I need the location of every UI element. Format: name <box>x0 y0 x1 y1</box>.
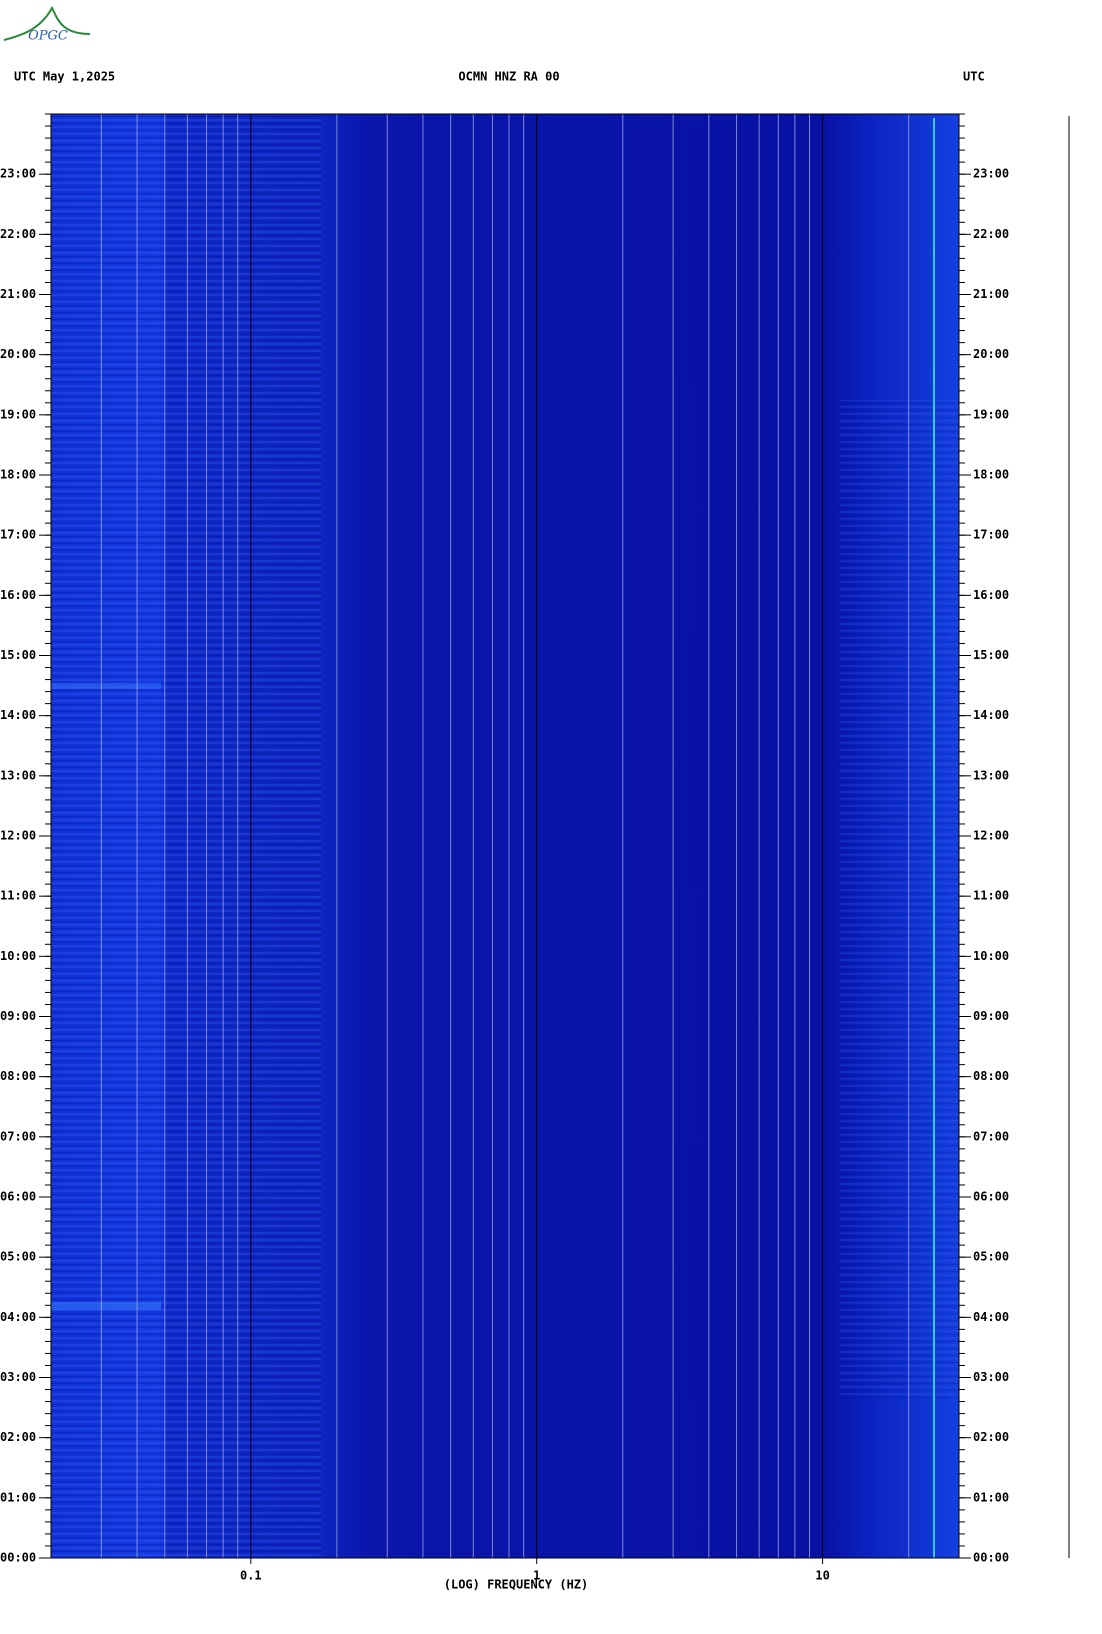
y-tick-label-right: 05:00 <box>973 1250 1009 1264</box>
y-tick-label: 14:00 <box>0 708 36 722</box>
y-tick-label-right: 21:00 <box>973 287 1009 301</box>
y-tick-label-right: 00:00 <box>973 1551 1009 1565</box>
y-tick-label-right: 10:00 <box>973 949 1009 963</box>
y-tick-label: 19:00 <box>0 407 36 421</box>
spectrogram-texture <box>51 114 321 1558</box>
y-tick-label: 15:00 <box>0 648 36 662</box>
y-tick-label-right: 13:00 <box>973 768 1009 782</box>
plot-frame <box>50 113 960 1559</box>
y-tick-label: 16:00 <box>0 588 36 602</box>
y-tick-label: 04:00 <box>0 1310 36 1324</box>
spectrogram-feature <box>51 1302 161 1310</box>
y-tick-label: 17:00 <box>0 528 36 542</box>
y-tick-label-right: 08:00 <box>973 1069 1009 1083</box>
logo: OPGC <box>3 5 91 44</box>
y-tick-label: 09:00 <box>0 1009 36 1023</box>
header-left: UTC May 1,2025 <box>14 70 115 84</box>
y-tick-label: 11:00 <box>0 889 36 903</box>
y-tick-label: 08:00 <box>0 1069 36 1083</box>
y-tick-label-right: 12:00 <box>973 829 1009 843</box>
y-tick-label: 06:00 <box>0 1190 36 1204</box>
y-tick-label-right: 17:00 <box>973 528 1009 542</box>
y-tick-label-right: 02:00 <box>973 1430 1009 1444</box>
y-tick-label-right: 04:00 <box>973 1310 1009 1324</box>
y-tick-label: 10:00 <box>0 949 36 963</box>
y-tick-label: 23:00 <box>0 167 36 181</box>
y-tick-label-right: 23:00 <box>973 167 1009 181</box>
y-tick-label: 12:00 <box>0 829 36 843</box>
y-tick-label-right: 06:00 <box>973 1190 1009 1204</box>
x-tick-label: 1 <box>533 1569 540 1583</box>
y-tick-label: 05:00 <box>0 1250 36 1264</box>
y-tick-label: 22:00 <box>0 227 36 241</box>
y-tick-label: 13:00 <box>0 768 36 782</box>
spectrogram-texture <box>840 400 959 1400</box>
y-tick-label: 18:00 <box>0 468 36 482</box>
y-tick-label-right: 09:00 <box>973 1009 1009 1023</box>
y-tick-label: 21:00 <box>0 287 36 301</box>
chart-title: OCMN HNZ RA 00 <box>458 70 559 84</box>
y-tick-label: 07:00 <box>0 1129 36 1143</box>
x-axis-label: (LOG) FREQUENCY (HZ) <box>444 1578 589 1592</box>
y-tick-label-right: 19:00 <box>973 407 1009 421</box>
logo-text: OPGC <box>28 29 68 44</box>
x-tick-label: 0.1 <box>240 1569 262 1583</box>
spectrogram-feature <box>51 683 161 689</box>
y-tick-label-right: 11:00 <box>973 889 1009 903</box>
y-tick-label-right: 01:00 <box>973 1490 1009 1504</box>
y-tick-label: 03:00 <box>0 1370 36 1384</box>
x-tick-label: 10 <box>815 1569 829 1583</box>
y-tick-label-right: 14:00 <box>973 708 1009 722</box>
y-tick-label-right: 07:00 <box>973 1129 1009 1143</box>
y-tick-label-right: 18:00 <box>973 468 1009 482</box>
y-tick-label: 02:00 <box>0 1430 36 1444</box>
y-tick-label-right: 15:00 <box>973 648 1009 662</box>
y-tick-label: 01:00 <box>0 1490 36 1504</box>
y-tick-label-right: 16:00 <box>973 588 1009 602</box>
y-tick-label: 20:00 <box>0 347 36 361</box>
y-tick-label-right: 22:00 <box>973 227 1009 241</box>
y-tick-label-right: 03:00 <box>973 1370 1009 1384</box>
y-tick-label: 00:00 <box>0 1551 36 1565</box>
y-tick-label-right: 20:00 <box>973 347 1009 361</box>
header-right: UTC <box>963 70 985 84</box>
